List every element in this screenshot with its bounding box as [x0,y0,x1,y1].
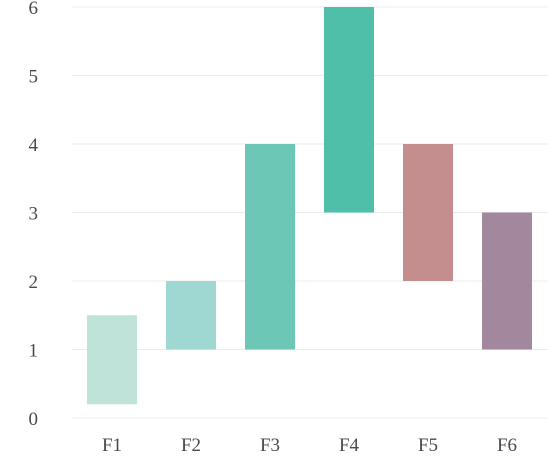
x-tick-label-f4: F4 [339,435,360,456]
x-tick-label-f2: F2 [181,435,201,456]
x-axis-tick-labels: F1 F2 F3 F4 F5 F6 [102,435,517,456]
grid-lines [72,6,548,419]
y-tick-label: 1 [29,341,39,362]
y-axis-tick-labels: 0 1 2 3 4 5 6 [29,0,39,430]
y-tick-label: 6 [29,0,39,19]
y-tick-label: 2 [29,272,39,293]
y-tick-label: 5 [29,67,39,88]
bar-f3 [245,144,295,350]
y-tick-label: 0 [29,409,39,430]
x-tick-label-f1: F1 [102,435,122,456]
x-tick-label-f5: F5 [418,435,438,456]
y-tick-label: 3 [29,204,39,225]
bar-f2 [166,281,216,350]
bars [87,7,532,405]
bar-f4 [324,7,374,213]
x-tick-label-f6: F6 [497,435,517,456]
bar-f1 [87,315,137,405]
y-tick-label: 4 [29,135,39,156]
bar-f5 [403,144,453,281]
x-tick-label-f3: F3 [260,435,280,456]
bar-f6 [482,212,532,350]
